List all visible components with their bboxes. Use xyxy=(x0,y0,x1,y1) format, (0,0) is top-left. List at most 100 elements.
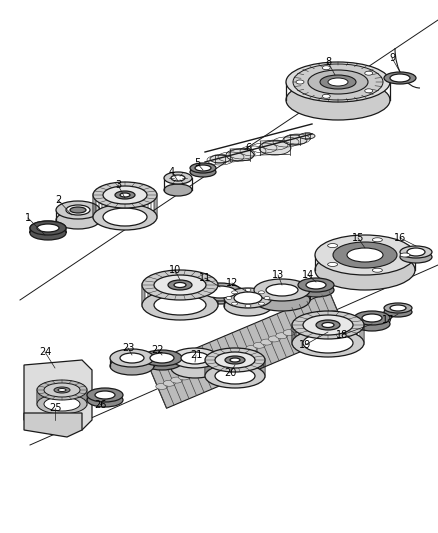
Ellipse shape xyxy=(224,288,272,308)
Ellipse shape xyxy=(103,208,147,226)
Text: 13: 13 xyxy=(272,270,284,280)
Ellipse shape xyxy=(315,235,415,275)
Ellipse shape xyxy=(93,182,157,208)
Text: 2: 2 xyxy=(55,195,61,205)
Ellipse shape xyxy=(205,348,265,372)
Ellipse shape xyxy=(296,80,304,84)
Polygon shape xyxy=(24,413,82,437)
Ellipse shape xyxy=(328,262,338,266)
Ellipse shape xyxy=(215,368,255,384)
Ellipse shape xyxy=(37,380,87,400)
Ellipse shape xyxy=(154,275,206,295)
Ellipse shape xyxy=(299,133,315,139)
Ellipse shape xyxy=(362,314,382,322)
Ellipse shape xyxy=(225,356,245,364)
Ellipse shape xyxy=(171,358,219,378)
Text: 16: 16 xyxy=(394,233,406,243)
Ellipse shape xyxy=(56,211,100,229)
Text: 6: 6 xyxy=(245,143,251,153)
Ellipse shape xyxy=(30,221,66,235)
Ellipse shape xyxy=(205,364,265,388)
Text: 19: 19 xyxy=(299,340,311,350)
Ellipse shape xyxy=(193,368,205,374)
Ellipse shape xyxy=(154,295,206,315)
Ellipse shape xyxy=(292,329,364,357)
Ellipse shape xyxy=(87,393,123,407)
Text: 14: 14 xyxy=(302,270,314,280)
Ellipse shape xyxy=(365,71,373,75)
Ellipse shape xyxy=(286,62,390,102)
Ellipse shape xyxy=(37,224,59,232)
Ellipse shape xyxy=(58,389,66,392)
Text: 4: 4 xyxy=(169,167,175,177)
Ellipse shape xyxy=(178,374,190,380)
Ellipse shape xyxy=(303,333,353,353)
Ellipse shape xyxy=(283,135,307,145)
Ellipse shape xyxy=(215,352,255,368)
Ellipse shape xyxy=(258,302,265,305)
Ellipse shape xyxy=(120,193,130,197)
Ellipse shape xyxy=(322,94,330,98)
Polygon shape xyxy=(149,292,346,408)
Ellipse shape xyxy=(245,304,251,308)
Ellipse shape xyxy=(190,163,216,173)
Ellipse shape xyxy=(201,365,213,370)
Ellipse shape xyxy=(54,387,70,393)
Ellipse shape xyxy=(204,286,236,298)
Text: 18: 18 xyxy=(336,330,348,340)
Ellipse shape xyxy=(95,391,115,399)
Ellipse shape xyxy=(186,371,198,377)
Ellipse shape xyxy=(198,283,242,301)
Ellipse shape xyxy=(230,358,240,362)
Ellipse shape xyxy=(322,322,334,327)
Ellipse shape xyxy=(254,289,310,311)
Ellipse shape xyxy=(226,296,232,300)
Text: 10: 10 xyxy=(169,265,181,275)
Polygon shape xyxy=(24,360,92,430)
Ellipse shape xyxy=(223,355,235,361)
Ellipse shape xyxy=(333,242,397,268)
Ellipse shape xyxy=(208,361,220,367)
Ellipse shape xyxy=(254,279,310,301)
Text: 21: 21 xyxy=(190,350,202,360)
Ellipse shape xyxy=(258,291,265,294)
Ellipse shape xyxy=(93,204,157,230)
Ellipse shape xyxy=(400,253,410,257)
Text: 22: 22 xyxy=(152,345,164,355)
Text: 23: 23 xyxy=(122,343,134,353)
Ellipse shape xyxy=(328,78,348,86)
Ellipse shape xyxy=(110,349,154,367)
Text: 5: 5 xyxy=(194,158,200,168)
Ellipse shape xyxy=(347,248,383,262)
Ellipse shape xyxy=(298,278,334,292)
Ellipse shape xyxy=(246,345,258,351)
Ellipse shape xyxy=(384,72,416,84)
Ellipse shape xyxy=(70,207,86,213)
Ellipse shape xyxy=(66,205,90,215)
Ellipse shape xyxy=(384,307,412,317)
Text: 26: 26 xyxy=(94,400,106,410)
Text: 15: 15 xyxy=(352,233,364,243)
Text: 25: 25 xyxy=(49,403,61,413)
Ellipse shape xyxy=(174,282,186,287)
Ellipse shape xyxy=(354,311,390,325)
Ellipse shape xyxy=(110,357,154,375)
Ellipse shape xyxy=(328,311,340,317)
Ellipse shape xyxy=(315,250,415,290)
Ellipse shape xyxy=(120,353,144,363)
Ellipse shape xyxy=(291,326,303,333)
Text: 24: 24 xyxy=(39,347,51,357)
Text: 11: 11 xyxy=(199,273,211,283)
Ellipse shape xyxy=(313,317,325,323)
Ellipse shape xyxy=(44,383,80,397)
Polygon shape xyxy=(30,221,66,233)
Ellipse shape xyxy=(171,175,185,181)
Ellipse shape xyxy=(400,246,432,258)
Ellipse shape xyxy=(44,397,80,411)
Ellipse shape xyxy=(372,268,382,272)
Ellipse shape xyxy=(298,283,334,297)
Ellipse shape xyxy=(195,165,211,171)
Ellipse shape xyxy=(306,320,318,326)
Ellipse shape xyxy=(283,329,295,336)
Ellipse shape xyxy=(372,238,382,242)
